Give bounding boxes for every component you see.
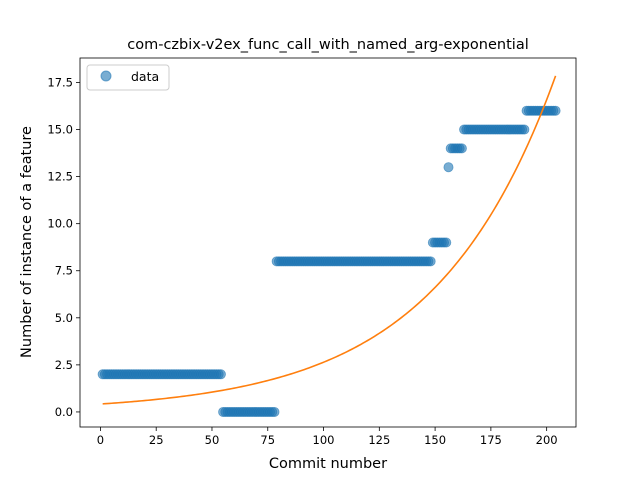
data-point <box>441 237 452 248</box>
x-axis-label: Commit number <box>269 456 387 472</box>
legend-label-data: data <box>131 69 159 84</box>
y-tick-label: 12.5 <box>47 170 73 184</box>
x-tick-label: 150 <box>424 433 446 447</box>
x-tick-label: 125 <box>368 433 390 447</box>
data-point <box>456 143 467 154</box>
y-tick-label: 15.0 <box>47 123 73 137</box>
legend: data <box>86 64 170 91</box>
x-tick-label: 100 <box>313 433 335 447</box>
y-axis-ticks: 0.0 2.5 5.0 7.5 10.0 12.5 15.0 17.5 <box>47 75 80 419</box>
exponential-fit-line <box>102 75 557 405</box>
y-tick-label: 7.5 <box>55 264 73 278</box>
x-tick-label: 75 <box>260 433 275 447</box>
y-axis-label: Number of instance of a feature <box>19 126 35 358</box>
series-layer <box>97 75 561 417</box>
data-point <box>215 369 226 380</box>
axes-frame <box>79 57 577 428</box>
x-tick-label: 175 <box>480 433 502 447</box>
series-data-points <box>97 105 561 417</box>
data-point <box>269 406 280 417</box>
x-tick-label: 50 <box>205 433 220 447</box>
y-tick-label: 5.0 <box>55 311 73 325</box>
x-tick-label: 25 <box>149 433 164 447</box>
y-tick-label: 2.5 <box>55 358 73 372</box>
chart-title: com-czbix-v2ex_func_call_with_named_arg-… <box>127 37 528 53</box>
data-point <box>519 124 530 135</box>
x-tick-label: 200 <box>536 433 558 447</box>
data-point <box>443 162 454 173</box>
plot-area <box>80 58 576 427</box>
data-point <box>425 256 436 267</box>
y-tick-label: 0.0 <box>55 405 73 419</box>
x-tick-label: 0 <box>97 433 104 447</box>
y-tick-label: 10.0 <box>47 217 73 231</box>
data-point <box>550 105 561 116</box>
y-tick-label: 17.5 <box>47 75 73 89</box>
legend-marker-data <box>100 70 112 82</box>
x-axis-ticks: 0 25 50 75 100 125 150 175 200 <box>97 427 558 447</box>
